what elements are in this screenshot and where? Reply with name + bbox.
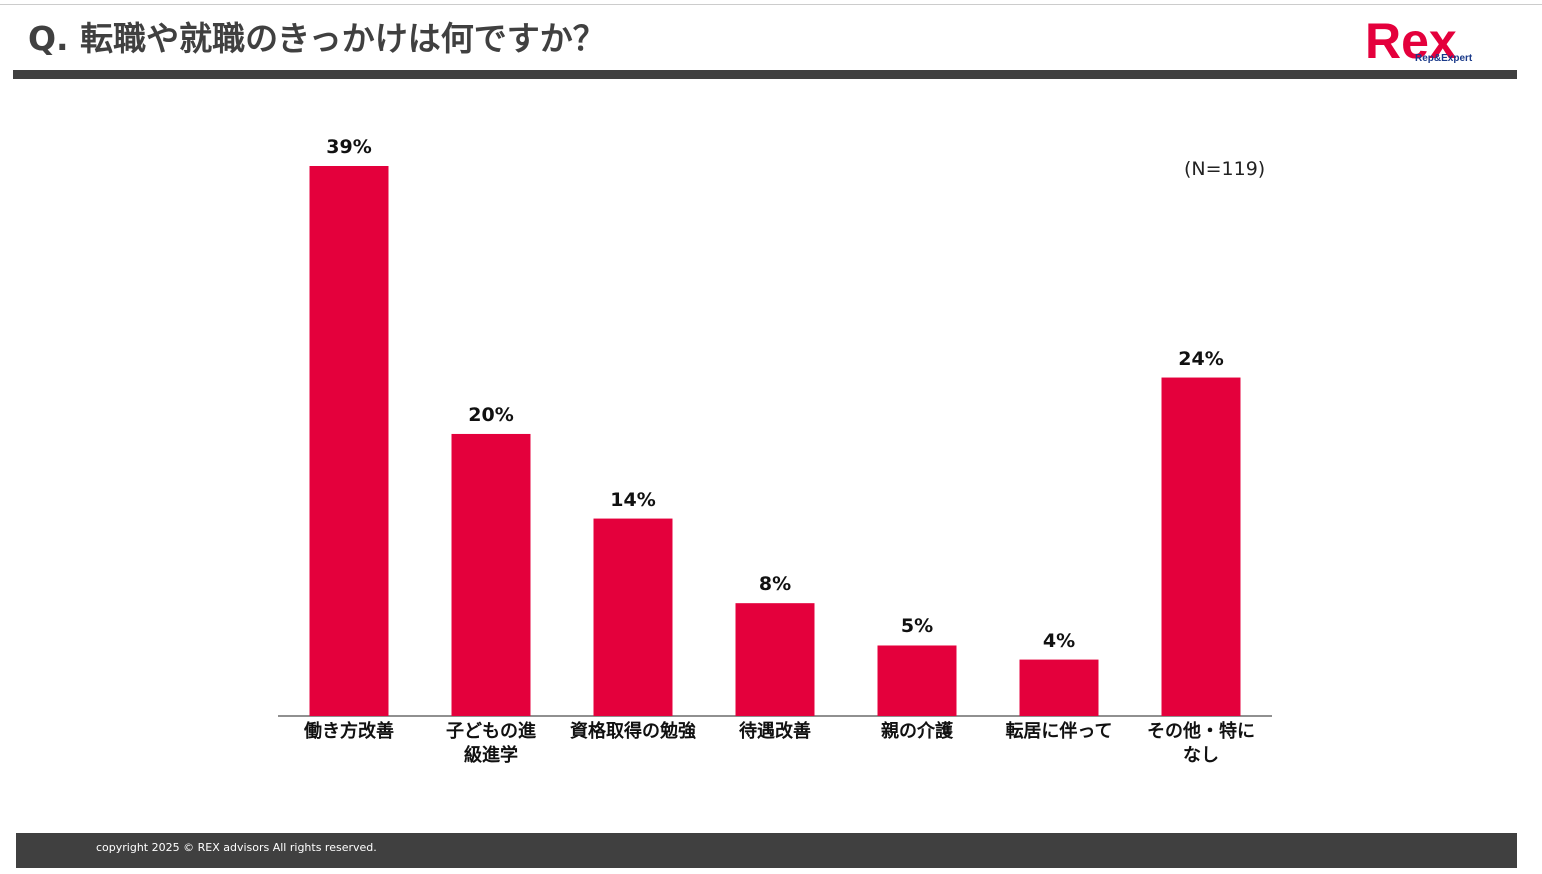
x-tick-label: 待遇改善	[739, 721, 811, 742]
value-label: 20%	[468, 403, 514, 426]
value-label: 5%	[900, 615, 934, 638]
bar	[309, 166, 389, 716]
bar	[877, 645, 957, 716]
page-title: Q. 転職や就職のきっかけは何ですか？	[28, 19, 606, 58]
logo-sub: Rep&Expert	[1415, 53, 1473, 64]
bar	[451, 433, 531, 716]
bar	[1019, 659, 1099, 716]
sample-note: (N=119)	[1184, 158, 1266, 180]
x-tick-label: 資格取得の勉強	[570, 721, 696, 742]
value-label: 39%	[326, 136, 372, 158]
footer-bar	[16, 833, 1517, 868]
logo: Rex Rep&Expert	[1365, 13, 1473, 66]
x-tick-label: その他・特に なし	[1147, 721, 1255, 766]
x-tick-label: 親の介護	[881, 721, 953, 742]
chart	[278, 166, 1272, 717]
value-label: 8%	[758, 573, 792, 596]
value-label: 14%	[610, 488, 656, 511]
logo-main: Rex	[1365, 13, 1457, 66]
value-label: 24%	[1178, 347, 1224, 370]
x-tick-label: 転居に伴って	[1005, 721, 1113, 742]
x-tick-label: 働き方改善	[304, 721, 394, 742]
top-rule	[0, 4, 1542, 5]
value-label: 4%	[1042, 629, 1076, 652]
header-bar	[13, 70, 1517, 79]
bar	[1161, 377, 1241, 716]
copyright: copyright 2025 © REX advisors All rights…	[96, 841, 377, 854]
bar	[593, 518, 673, 716]
x-tick-label: 子どもの進 級進学	[446, 721, 536, 766]
bar	[735, 603, 815, 716]
